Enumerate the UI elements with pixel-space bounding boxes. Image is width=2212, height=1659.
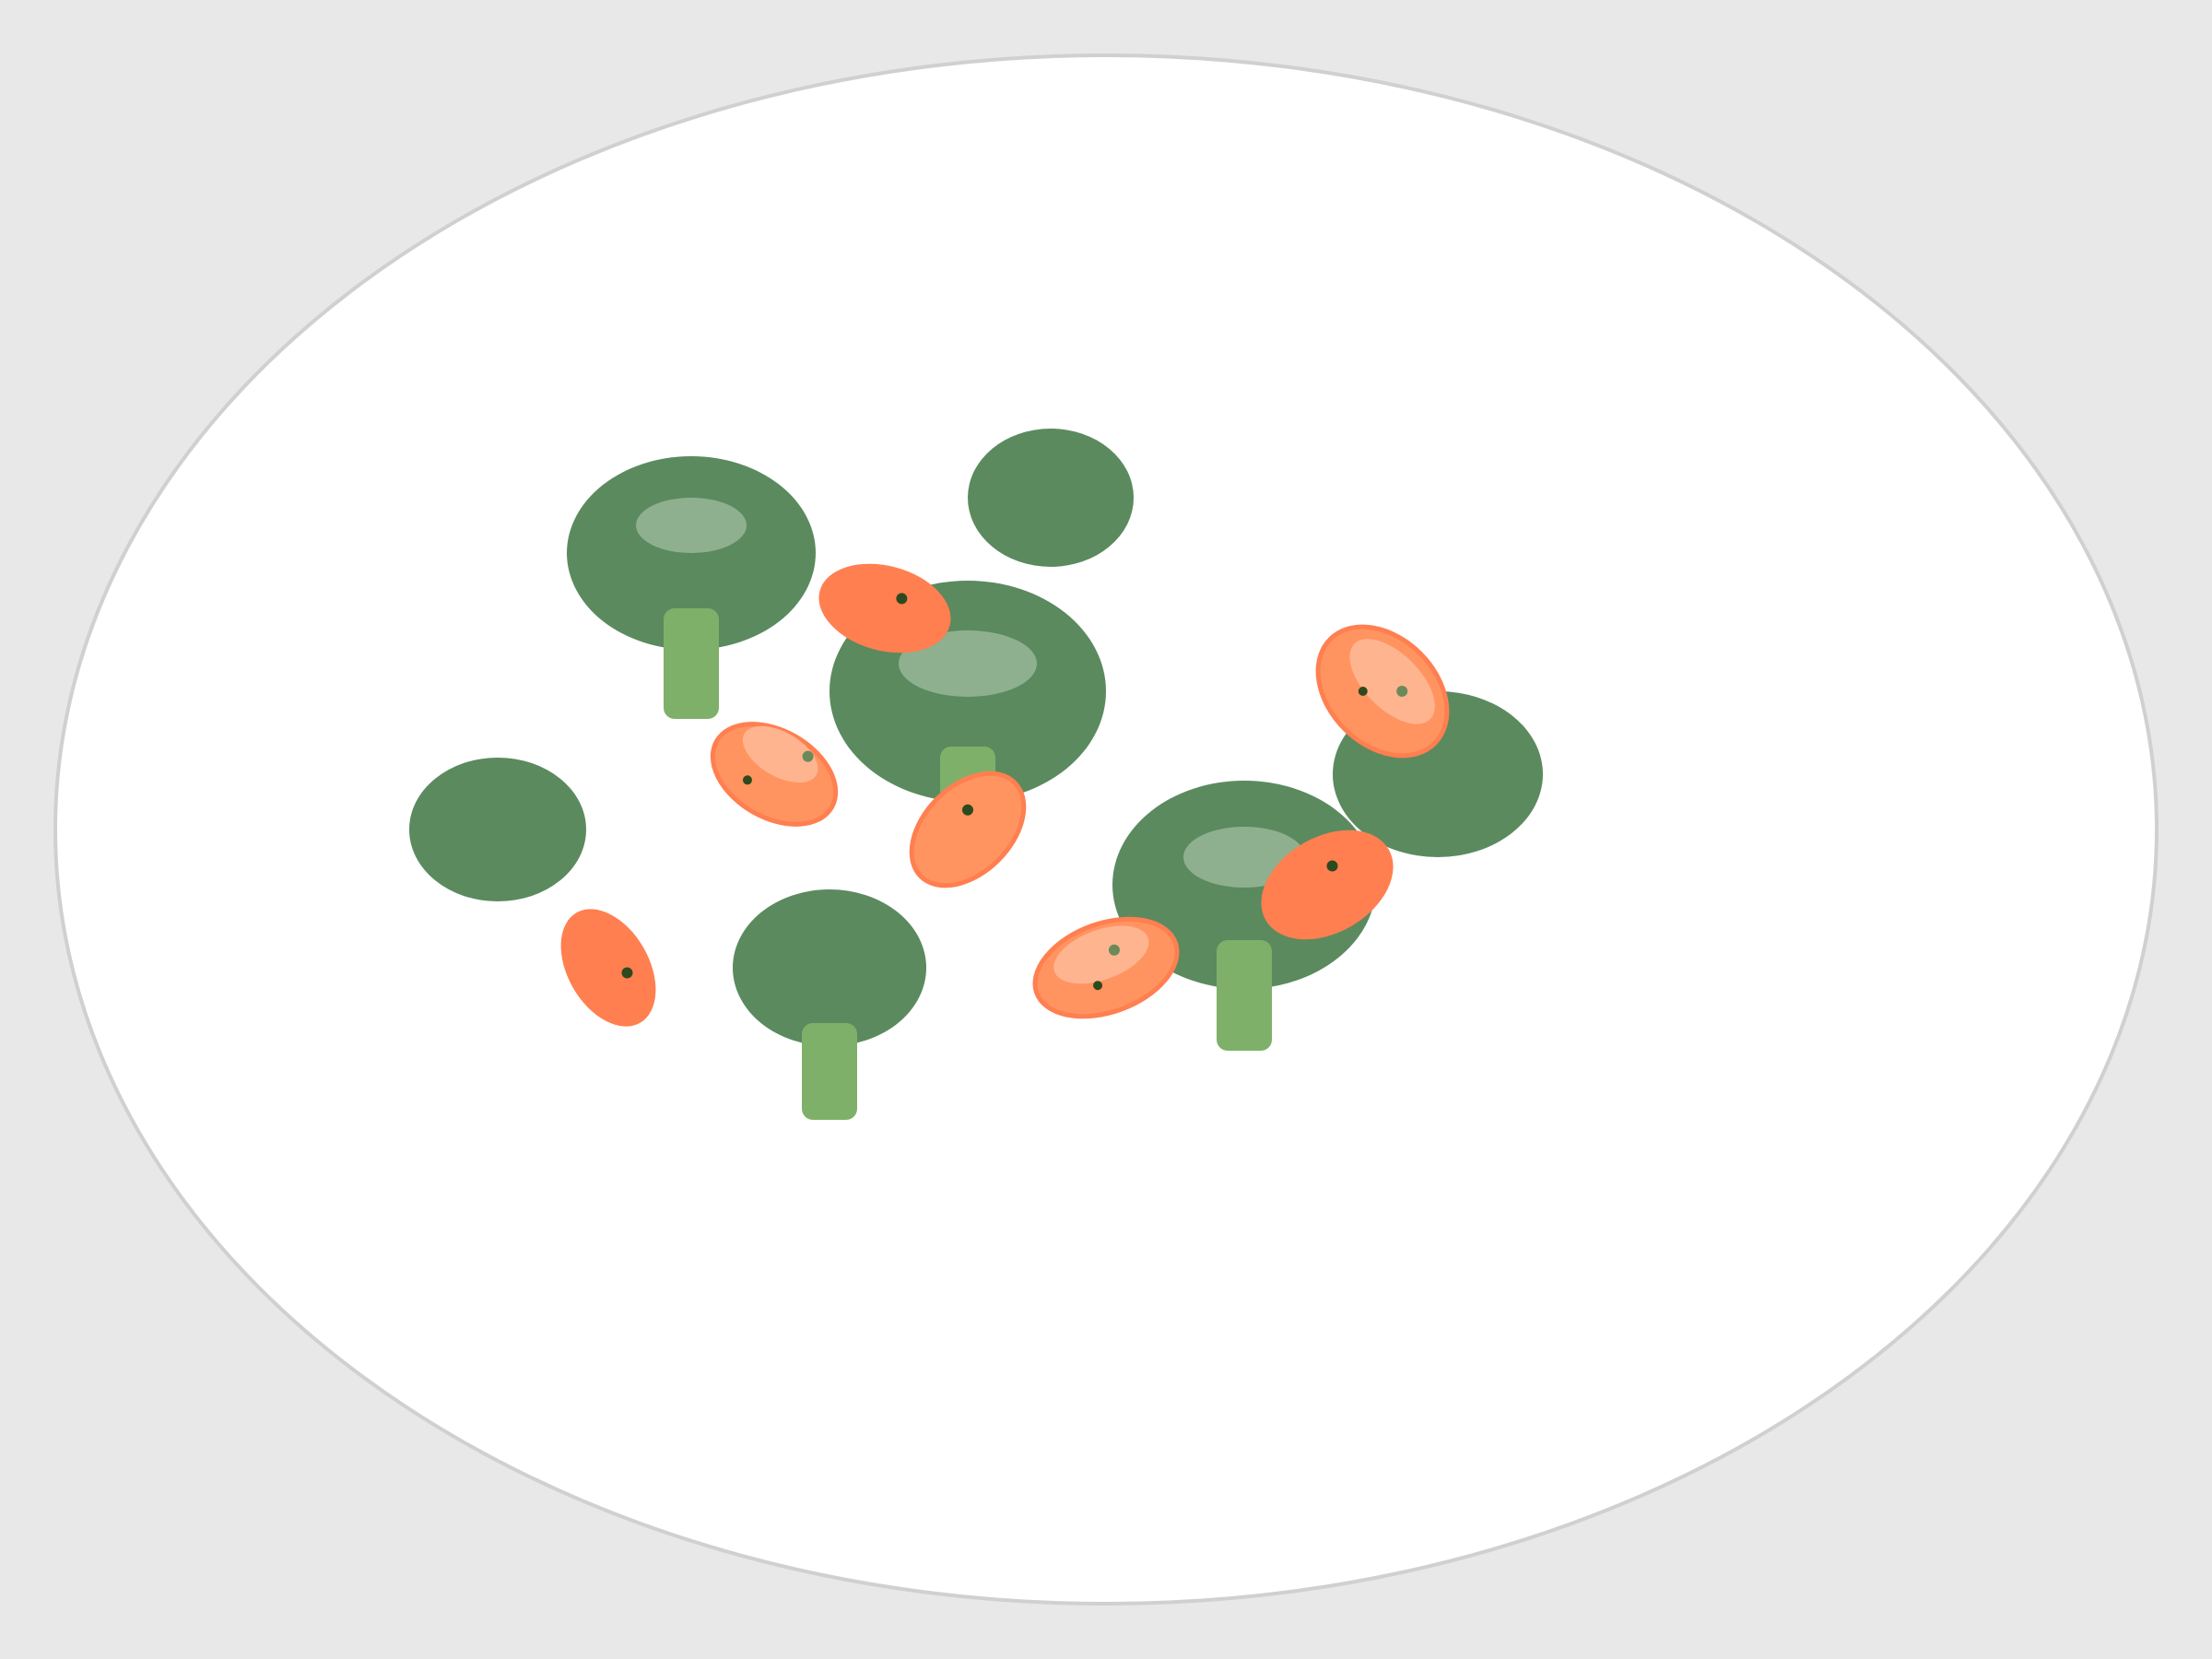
carrot-seed — [1358, 687, 1368, 696]
carrot-seed — [1108, 944, 1120, 956]
carrot-slice-6 — [1315, 624, 1450, 759]
carrot-highlight — [742, 725, 818, 783]
broccoli-stem — [664, 608, 719, 719]
carrot-slice-4 — [560, 909, 656, 1027]
carrot-highlight — [1349, 639, 1435, 724]
carrot-seed — [802, 750, 814, 762]
broccoli-1 — [567, 456, 816, 719]
carrot-highlight — [1053, 925, 1149, 984]
carrot-slice-5 — [1032, 916, 1180, 1019]
carrot-body — [560, 909, 656, 1027]
carrot-body — [909, 771, 1027, 888]
carrot-slice-1 — [818, 563, 951, 653]
carrot-seed — [742, 775, 752, 785]
broccoli-stem — [802, 1023, 857, 1120]
carrot-seed — [1326, 860, 1338, 872]
carrot-slice-7 — [1261, 830, 1394, 940]
carrot-seed — [1396, 685, 1408, 697]
broccoli-4 — [733, 889, 926, 1120]
carrot-slice-3 — [909, 771, 1027, 888]
carrot-seed — [1093, 981, 1103, 991]
broccoli-floret-1 — [409, 758, 586, 901]
plate — [53, 53, 2159, 1606]
carrot-seed — [621, 967, 633, 979]
broccoli-stem — [1217, 940, 1272, 1051]
broccoli-floret-2 — [968, 429, 1134, 567]
broccoli-highlight — [899, 630, 1037, 697]
carrot-body — [1261, 830, 1394, 940]
carrot-seed — [896, 593, 908, 605]
carrot-body — [818, 563, 951, 653]
broccoli-floret — [733, 889, 926, 1046]
broccoli-highlight — [636, 498, 747, 553]
carrot-seed — [962, 804, 973, 816]
carrot-slice-2 — [710, 722, 839, 827]
